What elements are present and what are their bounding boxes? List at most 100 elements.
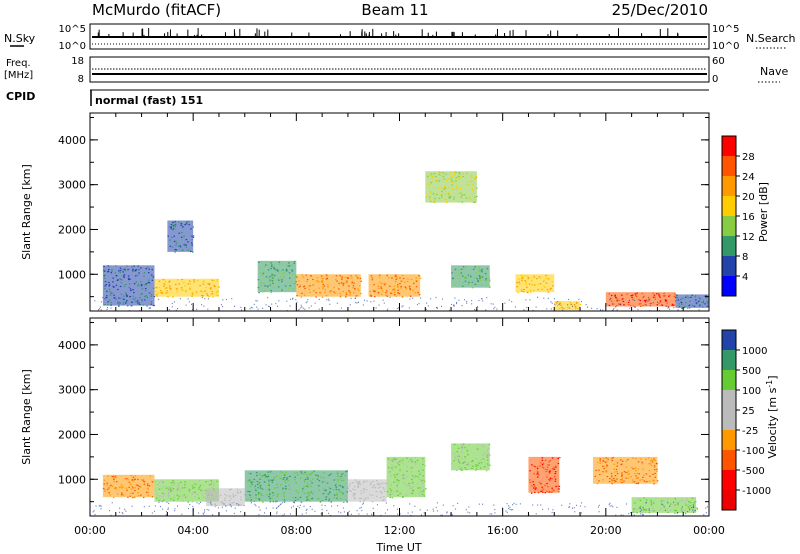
- echo-cell: [284, 474, 287, 476]
- echo-cell: [454, 453, 456, 455]
- echo-cell: [397, 482, 400, 484]
- echo-speckle: [597, 506, 599, 508]
- echo-cell: [693, 497, 696, 499]
- echo-cell: [466, 449, 469, 452]
- echo-cell: [356, 277, 359, 280]
- echo-cell: [154, 290, 157, 293]
- echo-speckle: [586, 306, 588, 308]
- echo-speckle: [305, 509, 307, 512]
- echo-cell: [389, 494, 391, 496]
- echo-cell: [644, 509, 646, 511]
- echo-cell: [454, 456, 456, 458]
- echo-speckle: [637, 308, 639, 310]
- echo-cell: [632, 479, 634, 481]
- echo-cell: [304, 471, 306, 473]
- echo-speckle: [691, 507, 693, 509]
- echo-cell: [200, 290, 202, 293]
- echo-cell: [126, 305, 129, 307]
- echo-cell: [429, 190, 431, 193]
- echo-cell: [130, 488, 132, 490]
- echo-cell: [344, 471, 347, 473]
- echo-cell: [685, 302, 687, 304]
- echo-region: [154, 479, 219, 502]
- echo-cell: [450, 171, 452, 173]
- echo-cell: [306, 485, 308, 487]
- echo-cell: [534, 491, 536, 493]
- echo-cell: [258, 261, 260, 263]
- echo-cell: [533, 484, 535, 486]
- echo-cell: [381, 492, 383, 494]
- echo-cell: [408, 482, 410, 485]
- power-x-ticks: [89, 113, 710, 311]
- echo-speckle: [302, 307, 304, 309]
- echo-cell: [471, 460, 473, 463]
- echo-cell: [162, 492, 164, 494]
- echo-speckle: [100, 301, 102, 303]
- echo-cell: [599, 458, 602, 460]
- echo-cell: [181, 231, 183, 234]
- echo-cell: [615, 296, 617, 299]
- echo-cell: [395, 295, 397, 297]
- echo-cell: [462, 443, 465, 445]
- echo-cell: [296, 284, 299, 286]
- echo-cell: [680, 508, 683, 510]
- echo-speckle: [343, 501, 345, 503]
- echo-cell: [674, 510, 676, 512]
- echo-speckle: [336, 505, 338, 507]
- echo-cell: [345, 295, 347, 297]
- echo-speckle: [652, 302, 654, 304]
- echo-cell: [596, 482, 599, 485]
- echo-cell: [608, 293, 611, 295]
- echo-cell: [328, 487, 331, 489]
- echo-speckle: [613, 307, 615, 310]
- echo-cell: [448, 196, 450, 198]
- echo-cell: [111, 270, 113, 272]
- echo-cell: [106, 290, 108, 292]
- echo-cell: [459, 175, 461, 178]
- echo-cell: [185, 223, 188, 225]
- echo-cell: [203, 280, 205, 282]
- echo-speckle: [196, 308, 198, 310]
- scale-swatch: [722, 450, 736, 471]
- echo-cell: [605, 470, 608, 472]
- echo-cell: [258, 498, 260, 500]
- echo-cell: [456, 456, 459, 458]
- echo-cell: [271, 481, 274, 483]
- echo-cell: [531, 279, 533, 282]
- echo-cell: [305, 274, 308, 276]
- echo-cell: [270, 265, 273, 268]
- echo-speckle: [697, 508, 699, 510]
- echo-cell: [106, 295, 108, 297]
- power-y-axis-label: Slant Range [km]: [20, 164, 33, 260]
- echo-cell: [602, 471, 604, 473]
- echo-cell: [706, 302, 709, 304]
- echo-speckle: [282, 514, 284, 517]
- echo-speckle: [110, 307, 112, 309]
- echo-speckle: [257, 308, 259, 310]
- echo-cell: [266, 476, 268, 478]
- echo-cell: [106, 484, 109, 486]
- echo-cell: [550, 287, 552, 289]
- noise-left-tick-top: 10^5: [59, 24, 86, 35]
- echo-cell: [461, 451, 463, 453]
- echo-cell: [135, 301, 137, 303]
- echo-speckle: [165, 514, 167, 516]
- echo-cell: [462, 267, 465, 269]
- echo-cell: [129, 495, 132, 497]
- echo-cell: [384, 283, 387, 285]
- echo-cell: [529, 291, 532, 293]
- echo-cell: [104, 489, 106, 491]
- echo-cell: [489, 454, 491, 456]
- echo-speckle: [633, 508, 635, 510]
- echo-cell: [147, 487, 149, 489]
- echo-cell: [165, 487, 168, 489]
- echo-speckle: [174, 510, 176, 512]
- echo-speckle: [630, 512, 632, 514]
- echo-cell: [328, 498, 331, 500]
- echo-cell: [532, 481, 534, 483]
- echo-speckle: [598, 504, 600, 507]
- echo-speckle: [181, 513, 183, 515]
- echo-cell: [174, 225, 177, 227]
- echo-cell: [408, 460, 410, 462]
- echo-cell: [168, 496, 170, 498]
